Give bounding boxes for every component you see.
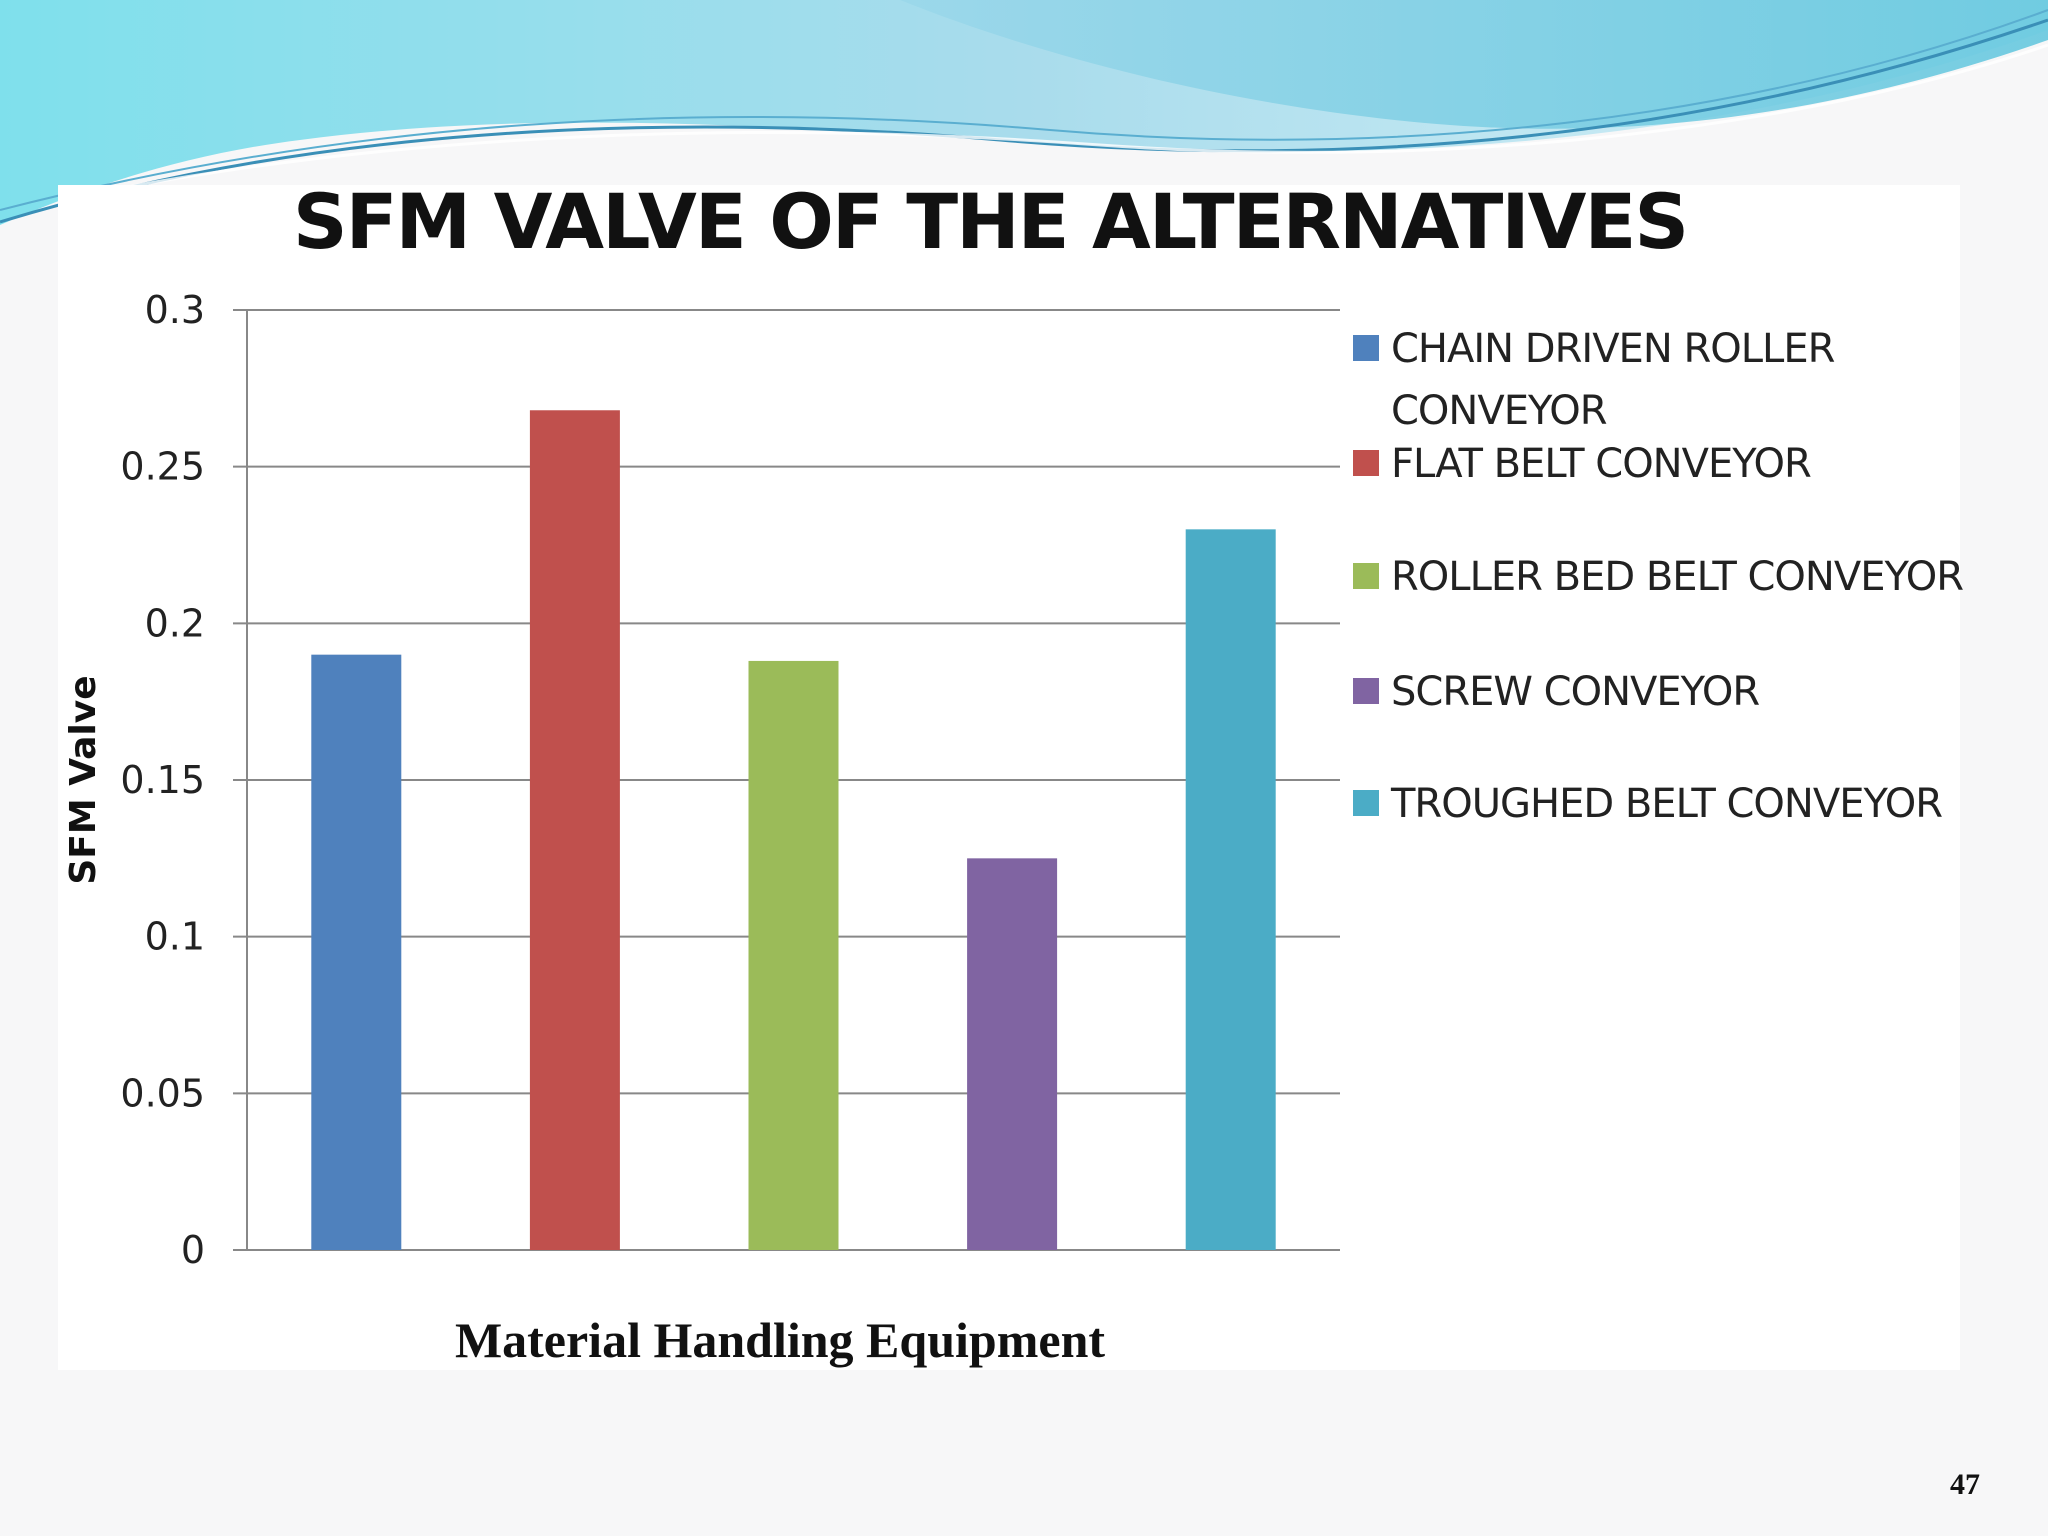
chart-title: SFM VALVE OF THE ALTERNATIVES [293, 177, 1687, 266]
x-axis-label: Material Handling Equipment [455, 1312, 1105, 1368]
y-tick-label: 0 [181, 1228, 205, 1272]
legend-swatch [1353, 563, 1379, 589]
legend-label: ROLLER BED BELT CONVEYOR [1391, 554, 1963, 600]
y-axis-ticks: 0 0.05 0.1 0.15 0.2 0.25 0.3 [120, 288, 205, 1272]
y-tick-label: 0.1 [145, 915, 205, 959]
legend-swatch [1353, 335, 1379, 361]
legend-label: FLAT BELT CONVEYOR [1391, 441, 1811, 487]
legend-swatch [1353, 450, 1379, 476]
y-tick-label: 0.15 [120, 758, 205, 802]
legend-label: CHAIN DRIVEN ROLLER [1391, 326, 1835, 372]
legend: CHAIN DRIVEN ROLLER CONVEYOR FLAT BELT CON… [1353, 326, 1964, 827]
y-tick-label: 0.05 [120, 1071, 205, 1115]
legend-label: SCREW CONVEYOR [1391, 669, 1759, 715]
bar-1 [311, 654, 402, 1250]
bar-5 [1185, 529, 1276, 1250]
legend-swatch [1353, 678, 1379, 704]
legend-label: CONVEYOR [1391, 388, 1607, 434]
header-wave-line-3 [59, 43, 2048, 202]
header-wave-bright [900, 0, 2048, 129]
bar-4 [967, 858, 1058, 1250]
bars [311, 410, 1276, 1250]
legend-swatch [1353, 790, 1379, 816]
legend-label: TROUGHED BELT CONVEYOR [1390, 781, 1942, 827]
page-number: 47 [1950, 1468, 1980, 1501]
y-tick-label: 0.2 [145, 601, 205, 645]
y-tick-label: 0.3 [145, 288, 205, 332]
bar-2 [529, 410, 620, 1250]
y-axis-label: SFM Valve [63, 675, 104, 884]
bar-3 [748, 660, 839, 1250]
header-wave-line-2 [0, 9, 2048, 211]
y-tick-label: 0.25 [120, 445, 205, 489]
